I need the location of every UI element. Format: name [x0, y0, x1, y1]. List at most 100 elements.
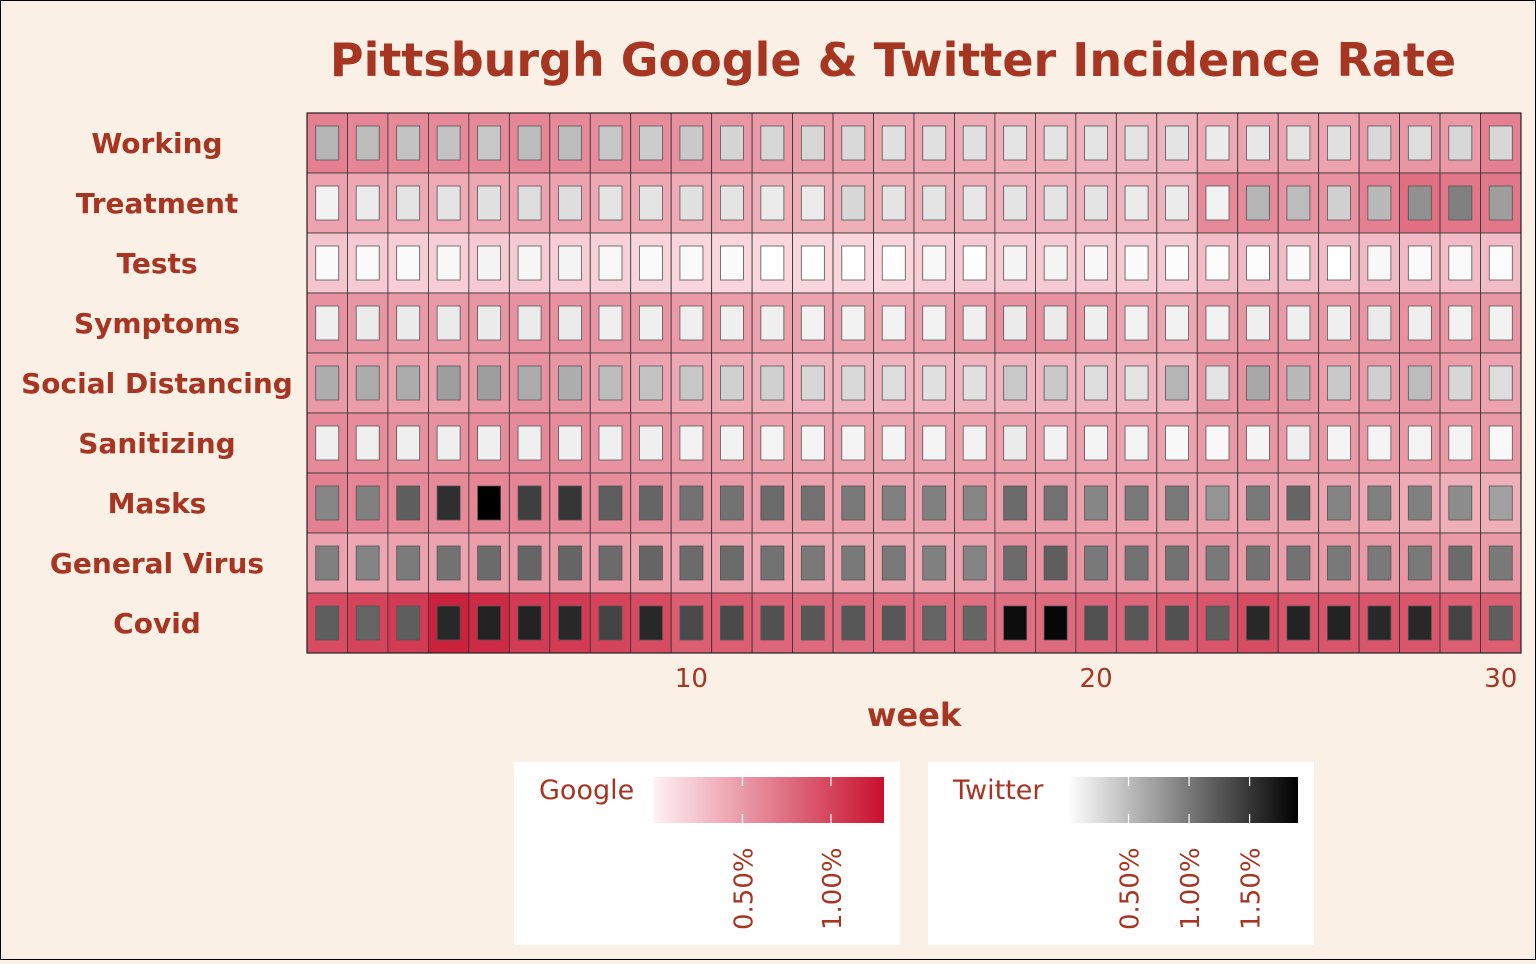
twitter-marker	[315, 425, 340, 461]
twitter-marker	[962, 605, 987, 641]
twitter-marker	[800, 605, 825, 641]
twitter-marker	[1286, 245, 1311, 281]
row-label: Treatment	[76, 187, 239, 220]
row-label: Tests	[116, 247, 197, 280]
twitter-marker	[1246, 545, 1270, 581]
legend-colorbar	[654, 777, 884, 823]
twitter-marker	[1003, 125, 1028, 161]
twitter-marker	[639, 605, 663, 641]
twitter-marker	[720, 605, 744, 641]
twitter-marker	[1286, 485, 1311, 521]
row-label: Masks	[108, 487, 207, 520]
twitter-marker	[1003, 485, 1028, 521]
twitter-marker	[558, 545, 582, 581]
twitter-marker	[598, 185, 623, 221]
twitter-marker	[881, 125, 906, 161]
twitter-marker	[1246, 245, 1270, 281]
twitter-marker	[760, 605, 785, 641]
twitter-marker	[1043, 605, 1068, 641]
twitter-marker	[477, 545, 502, 581]
twitter-marker	[396, 605, 421, 641]
twitter-marker	[800, 485, 825, 521]
twitter-marker	[517, 425, 542, 461]
twitter-marker	[1367, 425, 1392, 461]
twitter-marker	[1084, 365, 1108, 401]
twitter-marker	[477, 365, 502, 401]
twitter-marker	[639, 245, 663, 281]
twitter-marker	[800, 245, 825, 281]
legend-title: Google	[539, 775, 634, 806]
twitter-marker	[720, 305, 744, 341]
twitter-marker	[1246, 425, 1270, 461]
twitter-marker	[720, 245, 744, 281]
x-tick-label: 30	[1484, 664, 1517, 694]
row-label: Covid	[113, 607, 201, 640]
twitter-marker	[1407, 125, 1432, 161]
twitter-marker	[1286, 605, 1311, 641]
twitter-marker	[355, 125, 380, 161]
twitter-marker	[922, 245, 947, 281]
twitter-marker	[1327, 605, 1351, 641]
twitter-marker	[517, 365, 542, 401]
twitter-marker	[1043, 125, 1068, 161]
twitter-marker	[1165, 365, 1189, 401]
twitter-marker	[1205, 125, 1230, 161]
twitter-marker	[1084, 305, 1108, 341]
legend-tick-label: 1.00%	[1176, 847, 1206, 930]
legend-tick-label: 1.00%	[818, 847, 848, 930]
twitter-marker	[517, 125, 542, 161]
twitter-marker	[1367, 605, 1392, 641]
twitter-marker	[800, 545, 825, 581]
twitter-marker	[881, 185, 906, 221]
twitter-marker	[1003, 425, 1028, 461]
twitter-marker	[1124, 365, 1149, 401]
twitter-marker	[1003, 245, 1028, 281]
row-label: Symptoms	[74, 307, 240, 340]
twitter-marker	[1003, 545, 1028, 581]
twitter-marker	[477, 125, 502, 161]
twitter-marker	[355, 605, 380, 641]
twitter-marker	[436, 185, 461, 221]
twitter-marker	[679, 605, 704, 641]
twitter-marker	[517, 485, 542, 521]
twitter-marker	[1367, 245, 1392, 281]
twitter-marker	[1124, 545, 1149, 581]
twitter-marker	[881, 245, 906, 281]
twitter-marker	[1246, 185, 1270, 221]
twitter-marker	[1367, 305, 1392, 341]
twitter-marker	[639, 365, 663, 401]
x-tick-label: 10	[675, 664, 708, 694]
twitter-marker	[1205, 305, 1230, 341]
google-cell	[913, 172, 955, 234]
twitter-marker	[598, 425, 623, 461]
twitter-marker	[800, 425, 825, 461]
twitter-marker	[800, 365, 825, 401]
twitter-marker	[1084, 425, 1108, 461]
twitter-marker	[841, 305, 866, 341]
twitter-marker	[315, 365, 340, 401]
x-tick-label: 20	[1080, 664, 1113, 694]
twitter-marker	[558, 425, 582, 461]
twitter-marker	[922, 605, 947, 641]
twitter-marker	[396, 125, 421, 161]
twitter-marker	[1165, 425, 1189, 461]
twitter-marker	[962, 245, 987, 281]
twitter-marker	[962, 125, 987, 161]
twitter-marker	[1205, 425, 1230, 461]
twitter-marker	[598, 245, 623, 281]
twitter-marker	[679, 185, 704, 221]
twitter-marker	[922, 425, 947, 461]
twitter-marker	[477, 425, 502, 461]
twitter-marker	[1246, 605, 1270, 641]
google-cell	[711, 412, 753, 474]
twitter-marker	[1246, 485, 1270, 521]
twitter-marker	[1124, 245, 1149, 281]
twitter-marker	[1286, 125, 1311, 161]
twitter-marker	[1246, 125, 1270, 161]
twitter-marker	[355, 425, 380, 461]
row-label: General Virus	[50, 547, 264, 580]
twitter-marker	[1407, 305, 1432, 341]
twitter-marker	[720, 425, 744, 461]
twitter-marker	[1488, 545, 1513, 581]
twitter-marker	[1407, 605, 1432, 641]
